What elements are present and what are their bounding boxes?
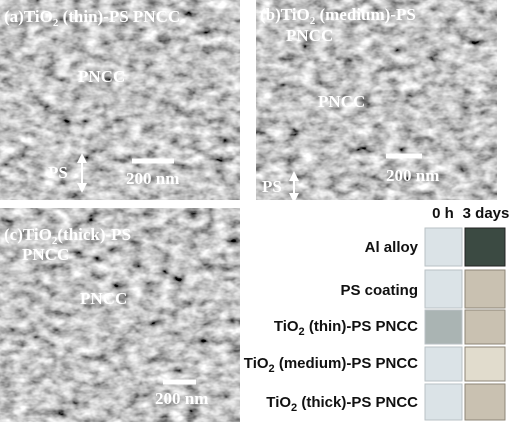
text-part: (thick)-PS xyxy=(57,225,131,244)
text-part: TiO xyxy=(244,355,269,372)
text-part: 2 xyxy=(53,17,59,29)
layer-label: PS xyxy=(262,177,282,196)
sem-image xyxy=(0,0,240,200)
sample-swatch xyxy=(464,269,506,309)
text-part: TiO xyxy=(23,225,52,244)
text-part: 2 xyxy=(299,326,305,338)
sem-image xyxy=(256,0,497,200)
text-part: 2 xyxy=(269,363,275,375)
sample-swatch xyxy=(464,309,506,345)
text-part: 2 xyxy=(291,402,297,414)
text-part: TiO xyxy=(266,394,291,411)
sample-swatch xyxy=(424,346,463,382)
text-part: (medium)-PS PNCC xyxy=(275,355,419,372)
sample-swatch xyxy=(464,227,506,267)
sem-image xyxy=(0,208,240,422)
panel-label: (b)TiO2 (medium)-PS xyxy=(260,5,416,27)
layer-label: PS xyxy=(48,163,68,182)
text-part: (a) xyxy=(4,7,24,26)
text-part: (c) xyxy=(4,225,23,244)
text-part: (thick)-PS PNCC xyxy=(297,394,418,411)
row-label: PS coating xyxy=(340,282,418,299)
panel-label: (c)TiO2(thick)-PS xyxy=(4,225,131,247)
text-part: (thin)-PS PNCC xyxy=(58,7,180,26)
sample-swatch xyxy=(424,227,463,267)
scale-label: 200 nm xyxy=(386,166,439,185)
region-label: PNCC xyxy=(78,67,125,86)
region-label: PNCC xyxy=(80,289,127,308)
sample-swatch xyxy=(464,346,506,382)
text-part: 2 xyxy=(310,15,316,27)
panel-label: PNCC xyxy=(286,26,333,45)
row-label: TiO2 (thin)-PS PNCC xyxy=(274,318,418,338)
row-label: TiO2 (thick)-PS PNCC xyxy=(266,394,418,414)
text-part: (medium)-PS xyxy=(315,5,416,24)
sample-swatch xyxy=(464,383,506,421)
sample-swatch xyxy=(424,383,463,421)
row-label: TiO2 (medium)-PS PNCC xyxy=(244,355,418,375)
column-header: 3 days xyxy=(463,205,510,222)
column-header: 0 h xyxy=(432,205,454,222)
row-label: Al alloy xyxy=(365,239,419,256)
text-part: 2 xyxy=(52,235,58,247)
text-part: TiO xyxy=(24,7,53,26)
panel-label: PNCC xyxy=(22,245,69,264)
text-part: (b) xyxy=(260,5,281,24)
scale-label: 200 nm xyxy=(126,169,179,188)
text-part: (thin)-PS PNCC xyxy=(305,318,418,335)
scale-label: 200 nm xyxy=(155,389,208,408)
text-part: TiO xyxy=(281,5,310,24)
panel-label: (a)TiO2 (thin)-PS PNCC xyxy=(4,7,180,29)
text-part: TiO xyxy=(274,318,299,335)
sample-swatch xyxy=(424,269,463,309)
region-label: PNCC xyxy=(318,92,365,111)
sample-swatch xyxy=(424,309,463,345)
